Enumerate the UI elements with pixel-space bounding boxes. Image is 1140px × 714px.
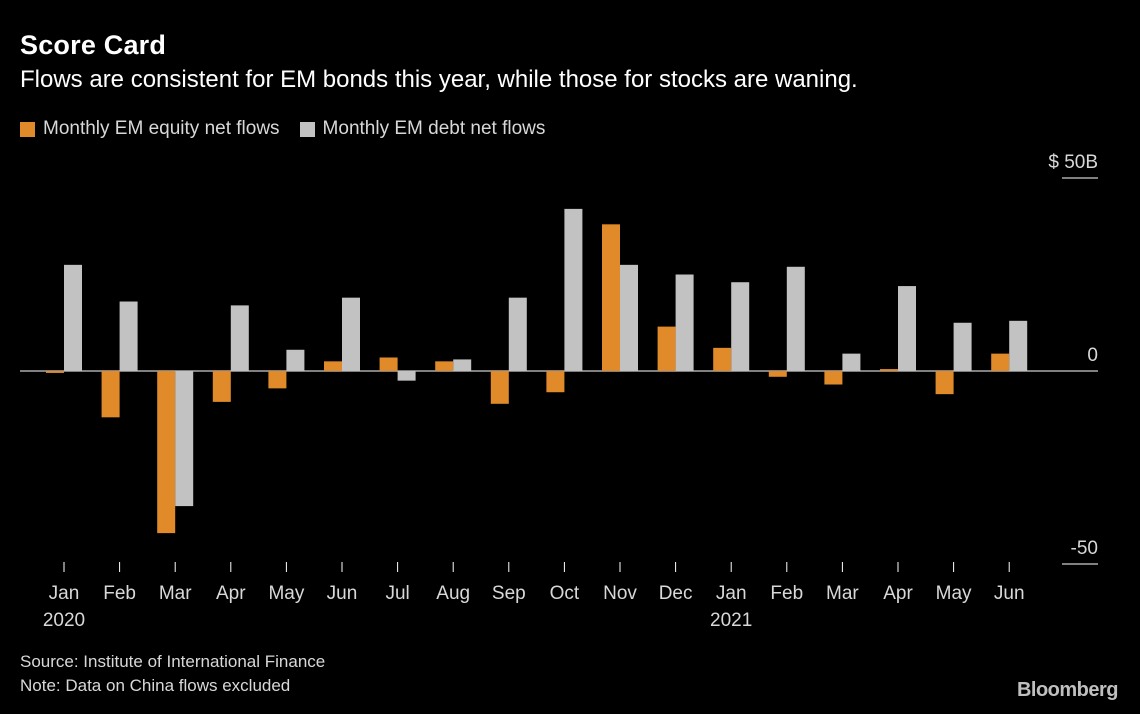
chart-legend: Monthly EM equity net flows Monthly EM d…: [20, 118, 565, 140]
bar-equity-1: [101, 371, 120, 418]
x-tick-label-8: Sep: [492, 583, 526, 604]
y-tick-label-0: $ 50B: [1048, 152, 1098, 173]
bar-equity-16: [935, 371, 954, 395]
x-tick-label-11: Dec: [659, 583, 693, 604]
bar-equity-12: [713, 347, 732, 371]
bar-equity-13: [768, 371, 787, 377]
bar-debt-4: [286, 349, 305, 371]
legend-swatch-debt: [299, 121, 315, 137]
x-tick-label-2: Mar: [159, 583, 192, 604]
bar-debt-11: [675, 274, 694, 371]
bar-debt-1: [119, 301, 138, 371]
bar-equity-15: [880, 369, 898, 371]
chart-subtitle: Flows are consistent for EM bonds this y…: [20, 66, 858, 93]
x-tick-label-15: Apr: [883, 583, 913, 604]
bar-equity-9: [546, 371, 565, 393]
x-year-label-1: 2021: [710, 610, 752, 631]
bar-debt-7: [453, 359, 472, 371]
legend-label-debt: Monthly EM debt net flows: [322, 118, 546, 139]
y-tick-label-2: -50: [1071, 538, 1098, 559]
bar-equity-0: [46, 371, 64, 373]
bar-debt-16: [953, 322, 972, 371]
bar-debt-9: [564, 208, 583, 371]
bar-debt-6: [397, 371, 416, 381]
x-tick-label-17: Jun: [994, 583, 1025, 604]
data-note: Note: Data on China flows excluded: [20, 676, 291, 695]
x-tick-label-0: Jan: [49, 583, 80, 604]
legend-item-equity: Monthly EM equity net flows: [20, 118, 280, 140]
x-tick-label-1: Feb: [103, 583, 136, 604]
bar-debt-0: [64, 264, 82, 371]
bar-debt-10: [620, 264, 638, 371]
source-note: Source: Institute of International Finan…: [20, 652, 326, 671]
bar-equity-2: [157, 371, 176, 534]
x-tick-label-13: Feb: [770, 583, 803, 604]
bar-equity-7: [435, 361, 454, 371]
x-tick-label-10: Nov: [603, 583, 637, 604]
bloomberg-logo: Bloomberg: [1016, 679, 1119, 701]
x-tick-label-7: Aug: [436, 583, 470, 604]
x-tick-label-12: Jan: [716, 583, 747, 604]
bar-equity-4: [268, 371, 287, 389]
y-tick-label-1: 0: [1087, 345, 1098, 366]
bar-debt-8: [508, 297, 527, 371]
x-tick-label-5: Jun: [327, 583, 358, 604]
x-tick-label-6: Jul: [385, 583, 409, 604]
bar-debt-17: [1009, 320, 1028, 371]
bar-debt-3: [230, 305, 249, 371]
chart-title: Score Card: [20, 30, 167, 60]
bar-equity-8: [490, 371, 509, 404]
x-tick-label-9: Oct: [550, 583, 580, 604]
bar-equity-6: [379, 357, 398, 371]
x-tick-label-16: May: [936, 583, 972, 604]
bar-equity-10: [602, 224, 620, 371]
legend-label-equity: Monthly EM equity net flows: [43, 118, 280, 139]
bar-equity-17: [991, 353, 1010, 371]
x-tick-label-4: May: [268, 583, 304, 604]
bar-debt-14: [842, 353, 861, 371]
bar-debt-5: [342, 297, 360, 371]
x-year-label-0: 2020: [43, 610, 85, 631]
x-tick-label-14: Mar: [826, 583, 859, 604]
bar-equity-3: [212, 371, 231, 402]
bar-equity-14: [824, 371, 843, 385]
bar-debt-13: [786, 266, 805, 371]
legend-item-debt: Monthly EM debt net flows: [299, 118, 546, 140]
x-tick-label-3: Apr: [216, 583, 246, 604]
bar-debt-12: [731, 282, 750, 371]
bar-debt-15: [898, 286, 916, 371]
legend-swatch-equity: [20, 121, 35, 137]
bar-equity-5: [324, 361, 342, 371]
bar-equity-11: [657, 326, 676, 371]
bar-debt-2: [175, 371, 194, 507]
